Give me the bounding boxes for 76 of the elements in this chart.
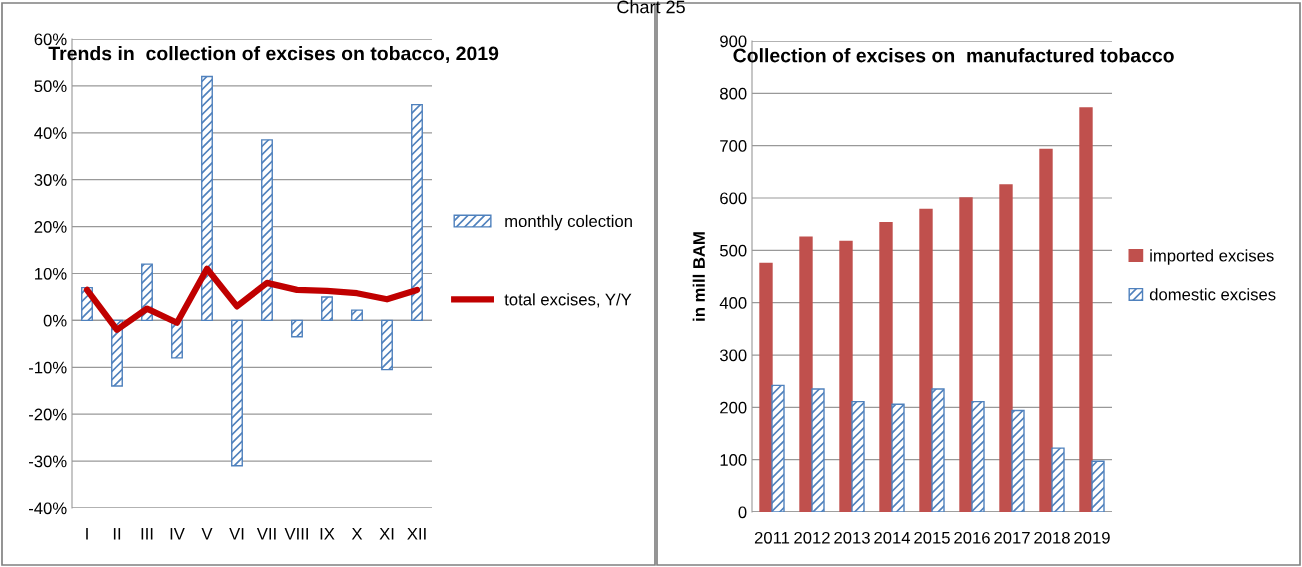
x-tick-label: II: [113, 528, 121, 540]
y-tick-label: -30%: [28, 455, 67, 468]
y-tick-label: -40%: [28, 502, 67, 515]
chart-title: Trends in collection of excises on tobacco, 2019: [48, 46, 499, 64]
legend-label: monthly colection: [505, 214, 632, 231]
bar: [1011, 409, 1025, 512]
bar: [381, 319, 393, 371]
x-tick-label: XI: [379, 528, 394, 540]
y-tick-label: -10%: [28, 361, 67, 374]
x-tick-label: IX: [320, 528, 335, 540]
y-axis-title: in mill BAM: [692, 232, 705, 321]
caption: Chart 25: [617, 0, 685, 14]
bar: [919, 208, 933, 512]
y-tick-label: 40%: [34, 127, 67, 139]
x-tick-label: 2018: [1034, 531, 1070, 544]
x-tick-label: 2015: [914, 531, 950, 544]
legend-label: domestic excises: [1149, 288, 1276, 301]
bar: [261, 139, 273, 322]
y-tick-label: 10%: [35, 267, 67, 280]
x-tick-label: 2011: [754, 531, 790, 544]
x-tick-label: X: [351, 528, 363, 540]
bar: [321, 296, 333, 322]
bar: [891, 403, 905, 512]
x-tick-label: VI: [229, 528, 244, 540]
x-tick-label: VIII: [284, 528, 308, 540]
bar: [971, 400, 985, 512]
bar: [351, 309, 363, 322]
legend-label: total excises, Y/Y: [504, 293, 632, 308]
y-tick-label: 500: [720, 244, 747, 257]
bar: [851, 400, 865, 512]
x-tick-label: 2016: [954, 531, 990, 544]
y-tick-label: 200: [720, 401, 747, 414]
legend-label: imported excises: [1150, 249, 1274, 265]
y-tick-label: 600: [720, 192, 747, 205]
bar: [811, 388, 825, 512]
bar: [799, 236, 813, 512]
y-tick-label: 0: [738, 506, 747, 519]
bar: [201, 75, 213, 322]
y-tick-label: 50%: [34, 80, 67, 93]
bar: [1079, 107, 1093, 512]
x-tick-label: 2017: [994, 531, 1030, 544]
bar: [959, 197, 973, 512]
y-tick-label: 800: [720, 87, 747, 100]
y-tick-label: 0%: [43, 314, 67, 327]
x-tick-label: VII: [256, 528, 276, 540]
x-tick-label: XII: [407, 528, 426, 540]
y-tick-label: -20%: [28, 408, 67, 421]
y-tick-label: 900: [720, 35, 747, 48]
bar: [1091, 460, 1105, 512]
x-tick-label: 2014: [874, 531, 911, 544]
bar: [1039, 148, 1053, 512]
bar: [411, 103, 423, 322]
bar: [879, 221, 893, 512]
bar: [231, 319, 243, 467]
bar: [771, 384, 785, 512]
bar: [1051, 447, 1065, 512]
chart-title: Collection of excises on manufactured tobacco: [733, 48, 1174, 63]
x-tick-label: IV: [170, 528, 185, 540]
y-tick-label: 30%: [34, 174, 67, 186]
y-tick-label: 20%: [34, 221, 67, 233]
x-tick-label: V: [201, 528, 213, 540]
bar: [999, 184, 1013, 512]
y-tick-label: 700: [720, 140, 747, 152]
x-tick-label: III: [141, 528, 153, 540]
bar: [291, 319, 303, 338]
y-tick-label: 100: [720, 454, 747, 466]
bar: [759, 262, 773, 512]
x-tick-label: I: [86, 528, 88, 540]
x-tick-label: 2012: [794, 531, 830, 544]
y-tick-label: 400: [719, 297, 747, 309]
bar: [839, 240, 853, 512]
y-tick-label: 60%: [34, 33, 67, 46]
x-tick-label: 2013: [834, 531, 870, 544]
y-tick-label: 300: [719, 349, 747, 362]
bar: [931, 388, 945, 512]
x-tick-label: 2019: [1074, 531, 1110, 544]
